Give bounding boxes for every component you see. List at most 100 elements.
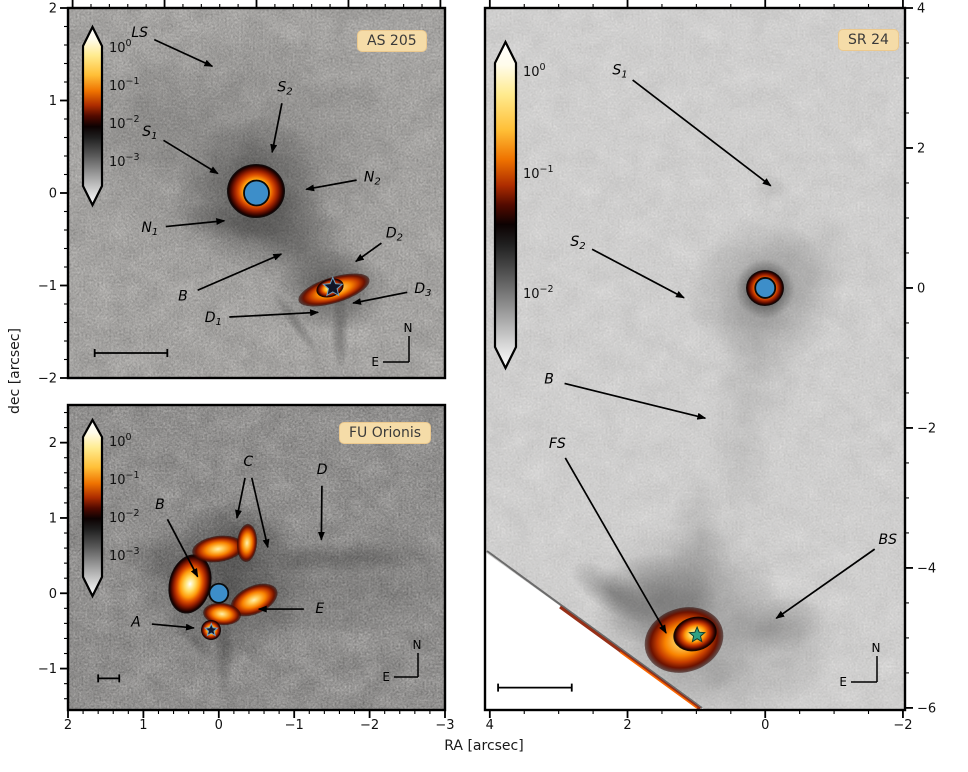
compass-east-label: E — [382, 670, 390, 684]
nebulosity — [668, 470, 732, 620]
y-tick-label: 0 — [49, 587, 57, 602]
x-tick-label: 0 — [215, 718, 223, 733]
compass: NE — [839, 641, 880, 689]
detector-edge-line — [619, 651, 698, 709]
y-tick-label: −4 — [917, 561, 936, 576]
detector-edge-line — [559, 605, 701, 710]
annotation-label: D — [317, 462, 328, 478]
annotation-B: B — [544, 372, 707, 420]
annotation-S2: S2 — [270, 80, 293, 154]
scale-bar — [97, 674, 121, 683]
bright-blob — [203, 602, 241, 626]
annotation-B: B — [155, 497, 199, 578]
annotation-S1: S1 — [142, 124, 219, 175]
y-tick-label: −2 — [917, 421, 936, 436]
colorbar-tick-label: 10−2 — [109, 508, 140, 526]
annotation-label: S1 — [142, 124, 157, 142]
annotation-B: B — [178, 253, 283, 305]
compass-north-label: N — [404, 321, 413, 335]
x-tick-label: 4 — [486, 718, 494, 733]
axis-ticks — [60, 411, 446, 718]
panel-border — [483, 6, 907, 712]
annotation-label: LS — [131, 25, 148, 41]
annotation-D1: D1 — [205, 309, 320, 328]
annotation-D: D — [317, 462, 328, 541]
annotation-label: D1 — [205, 310, 222, 328]
colorbar-tick-label: 10−3 — [109, 546, 140, 564]
annotation-label: C — [243, 454, 253, 470]
y-tick-label: 2 — [49, 2, 57, 17]
colorbar-as205: 100 10−1 10−2 10−3 — [81, 24, 140, 208]
y-tick-label: −1 — [38, 279, 57, 294]
annotation-C: C — [235, 454, 270, 549]
panel-as205: NELSS2S1N2N1BD2D3D110010−110−210−3210−1−… — [38, 0, 447, 387]
compass-north-label: N — [872, 641, 881, 655]
x-tick-label: −3 — [435, 718, 454, 733]
bright-blob — [192, 535, 244, 563]
annotation-label: BS — [879, 532, 898, 548]
annotation-label: A — [130, 615, 141, 631]
primary-star-marker — [208, 582, 230, 604]
bright-blob — [168, 554, 212, 614]
nebulosity — [570, 560, 654, 624]
x-tick-label: 2 — [64, 718, 72, 733]
panel-border — [66, 403, 447, 712]
annotation-label: B — [155, 497, 165, 513]
panel-image-sr24 — [485, 8, 905, 710]
y-tick-label: −6 — [917, 701, 936, 716]
companion-star-marker — [322, 276, 344, 297]
compass: NE — [371, 321, 412, 369]
annotation-S2: S2 — [570, 234, 685, 299]
y-tick-label: 0 — [917, 281, 925, 296]
nebulosity — [242, 548, 445, 632]
annotation-label: D3 — [414, 281, 431, 299]
colorbar-tick-label: 100 — [109, 432, 132, 450]
annotation-FS: FS — [549, 436, 667, 634]
annotation-label: N2 — [364, 169, 381, 187]
y-tick-label: −2 — [38, 372, 57, 387]
annotation-label: S2 — [570, 234, 585, 252]
colorbar-fuori: 100 10−1 10−2 10−3 — [81, 417, 140, 599]
annotation-label: S2 — [277, 80, 292, 98]
detector-edge-line — [486, 550, 703, 709]
nebulosity — [270, 287, 320, 357]
x-tick-label: −1 — [285, 718, 304, 733]
compass: NE — [382, 638, 421, 684]
colorbar-tick-label: 10−3 — [109, 152, 140, 170]
y-tick-label: −1 — [38, 662, 57, 677]
annotation-label: FS — [549, 436, 566, 452]
y-tick-label: 1 — [49, 511, 57, 526]
annotation-E: E — [257, 601, 324, 617]
colorbar-sr24: 100 10−1 10−2 — [493, 39, 554, 371]
annotation-label: S1 — [612, 62, 627, 80]
axis-ticks — [60, 0, 442, 379]
x-tick-label: −2 — [893, 718, 912, 733]
colorbar-tick-label: 10−1 — [523, 164, 554, 182]
primary-star-marker — [754, 277, 777, 299]
colorbar-tick-label: 10−1 — [109, 470, 140, 488]
y-tick-label: 0 — [49, 187, 57, 202]
primary-star-marker — [243, 179, 270, 207]
annotation-A: A — [130, 615, 195, 631]
panel-image-fuori — [68, 405, 445, 710]
annotation-BS: BS — [775, 532, 898, 620]
colorbar-tick-label: 10−2 — [523, 284, 554, 302]
y-tick-label: 2 — [49, 436, 57, 451]
panel-title-fu-orionis: FU Orionis — [339, 422, 432, 444]
nebulosity — [708, 330, 776, 550]
colorbar-tick-label: 100 — [109, 38, 132, 56]
annotation-label: B — [178, 289, 188, 305]
scale-bar — [497, 683, 573, 692]
annotation-label: E — [315, 601, 324, 617]
annotation-label: D2 — [386, 226, 403, 244]
nebulosity — [169, 614, 223, 668]
bright-blob — [236, 524, 258, 562]
axis-ticks — [488, 0, 913, 718]
companion-star-marker — [203, 622, 219, 637]
y-tick-label: 2 — [917, 141, 925, 156]
x-tick-label: 2 — [623, 718, 631, 733]
